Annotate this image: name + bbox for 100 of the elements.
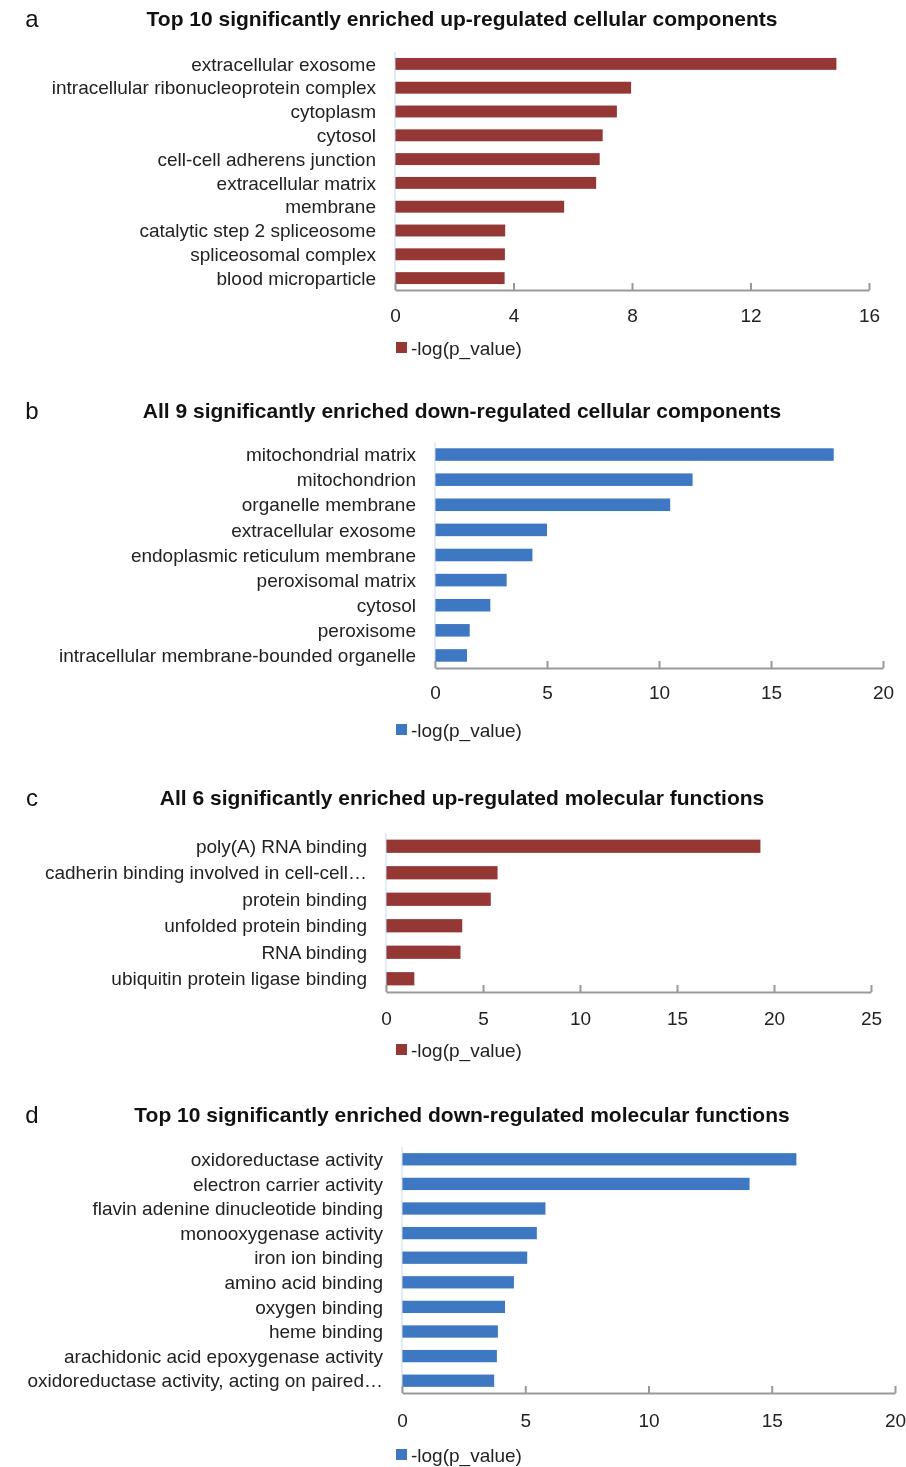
x-tick-label: 15 — [760, 682, 783, 704]
x-tick-label: 20 — [884, 1410, 906, 1432]
bar — [386, 839, 761, 853]
bar — [402, 1300, 506, 1314]
bar — [395, 248, 505, 261]
bar — [402, 1226, 537, 1240]
y-tick-label: ubiquitin protein ligase binding — [111, 968, 367, 990]
x-tick-label: 20 — [763, 1008, 786, 1030]
bar — [402, 1374, 495, 1387]
legend-label: -log(p_value) — [411, 1444, 522, 1467]
bar — [435, 624, 470, 637]
y-tick-label: flavin adenine dinucleotide binding — [92, 1198, 383, 1220]
x-tick-label: 5 — [542, 682, 553, 704]
x-tick-label: 0 — [397, 1410, 408, 1432]
bar — [395, 129, 603, 142]
bar — [386, 972, 415, 986]
x-tick-label: 16 — [858, 305, 881, 327]
bar — [402, 1325, 498, 1338]
y-tick-label: cytosol — [316, 124, 376, 146]
bar — [435, 498, 671, 512]
x-tick-label: 10 — [648, 682, 671, 704]
x-tick-label: 10 — [569, 1008, 592, 1030]
chart-title: Top 10 significantly enriched down-regulated molecular functions — [134, 1103, 790, 1127]
bar — [402, 1251, 528, 1264]
x-tick-label: 0 — [381, 1008, 392, 1030]
y-tick-label: cytoplasm — [290, 101, 376, 123]
x-tick-label: 5 — [520, 1410, 532, 1432]
bar — [395, 272, 505, 285]
bar — [395, 153, 600, 166]
bar — [435, 473, 693, 486]
y-tick-label: protein binding — [242, 888, 367, 910]
y-tick-label: oxidoreductase activity, acting on paired… — [27, 1370, 383, 1392]
y-tick-label: electron carrier activity — [192, 1173, 384, 1195]
y-tick-label: organelle membrane — [241, 494, 416, 516]
y-tick-label: extracellular matrix — [216, 172, 377, 194]
y-tick-label: blood microparticle — [216, 267, 376, 289]
y-tick-label: mitochondrial matrix — [246, 444, 417, 466]
legend-label: -log(p_value) — [411, 337, 522, 360]
text: d — [25, 1101, 39, 1129]
x-tick-label: 8 — [627, 305, 638, 327]
y-tick-label: intracellular membrane-bounded organelle — [59, 645, 416, 667]
x-tick-label: 15 — [666, 1008, 689, 1030]
bar — [402, 1349, 497, 1363]
legend-label: -log(p_value) — [411, 1039, 522, 1062]
y-tick-label: amino acid binding — [224, 1271, 383, 1293]
text: b — [25, 397, 39, 425]
x-tick-label: 25 — [860, 1008, 883, 1030]
x-tick-label: 4 — [508, 305, 520, 327]
bar — [435, 523, 547, 537]
y-tick-label: RNA binding — [261, 941, 367, 963]
bar — [395, 105, 617, 118]
bar — [386, 892, 491, 906]
bar — [435, 598, 491, 612]
y-tick-label: peroxisome — [317, 619, 416, 641]
bar — [402, 1276, 514, 1289]
x-tick-label: 10 — [638, 1410, 660, 1432]
bar — [435, 649, 468, 662]
bar — [435, 448, 834, 461]
y-tick-label: catalytic step 2 spliceosome — [139, 220, 376, 242]
x-tick-label: 15 — [761, 1410, 783, 1432]
x-tick-label: 20 — [872, 682, 895, 704]
y-tick-label: mitochondrion — [296, 469, 416, 491]
y-tick-label: cadherin binding involved in cell-cell… — [44, 862, 367, 884]
y-tick-label: cytosol — [356, 594, 416, 616]
y-tick-label: arachidonic acid epoxygenase activity — [64, 1345, 384, 1367]
bar — [386, 866, 498, 880]
text: a — [25, 5, 40, 33]
y-tick-label: extracellular exosome — [191, 53, 376, 75]
y-tick-label: intracellular ribonucleoprotein complex — [51, 77, 377, 99]
y-tick-label: membrane — [285, 196, 376, 218]
legend-label: -log(p_value) — [411, 719, 522, 742]
y-tick-label: extracellular exosome — [231, 519, 416, 541]
bar — [395, 57, 837, 70]
text: c — [26, 784, 38, 812]
chart-title: All 6 significantly enriched up-regulated molecular functions — [159, 786, 765, 810]
y-tick-label: iron ion binding — [254, 1247, 383, 1269]
y-tick-label: unfolded protein binding — [164, 915, 367, 937]
bar — [386, 919, 463, 933]
bar — [395, 81, 632, 94]
y-tick-label: poly(A) RNA binding — [195, 835, 367, 857]
y-tick-label: monooxygenase activity — [180, 1222, 384, 1244]
y-tick-label: heme binding — [268, 1321, 383, 1343]
bar — [402, 1202, 546, 1215]
bar — [435, 573, 507, 587]
x-tick-label: 12 — [740, 305, 762, 327]
y-tick-label: endoplasmic reticulum membrane — [130, 544, 416, 566]
bar — [395, 200, 565, 213]
bar — [402, 1177, 750, 1191]
y-tick-label: cell-cell adherens junction — [157, 148, 376, 170]
chart-title: All 9 significantly enriched down-regulated cellular components — [142, 399, 782, 423]
x-tick-label: 0 — [430, 682, 441, 704]
bar — [395, 176, 597, 189]
bar — [395, 224, 506, 237]
y-tick-label: spliceosomal complex — [190, 243, 377, 265]
bar — [402, 1153, 797, 1166]
y-tick-label: oxygen binding — [255, 1296, 383, 1318]
y-tick-label: peroxisomal matrix — [256, 569, 417, 591]
chart-title: Top 10 significantly enriched up-regulated cellular components — [146, 7, 778, 31]
bar — [386, 945, 461, 959]
bar — [435, 548, 533, 562]
